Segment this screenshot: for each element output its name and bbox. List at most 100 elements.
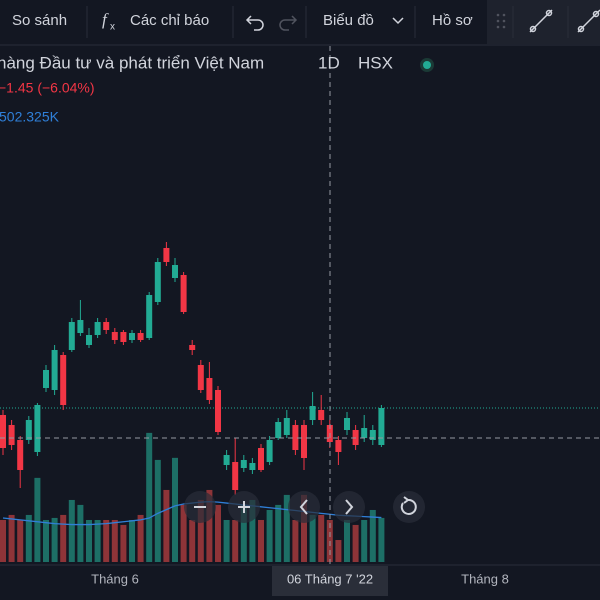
volume-bar xyxy=(154,459,161,562)
volume-bar xyxy=(172,457,178,562)
volume-bar xyxy=(25,514,32,562)
volume-bar xyxy=(361,519,368,562)
volume-bar xyxy=(103,519,110,562)
fx-icon: x xyxy=(110,22,115,33)
volume-bar xyxy=(137,514,144,562)
volume-bar xyxy=(378,517,385,562)
undo-button[interactable] xyxy=(245,15,264,31)
volume-bar xyxy=(275,504,282,562)
crosshair-time-label: 06 Tháng 7 '22 xyxy=(287,571,373,586)
candle-body xyxy=(120,332,127,342)
candle-body xyxy=(292,425,299,450)
candle-body xyxy=(215,390,221,432)
candle-body xyxy=(77,320,84,333)
candle-body xyxy=(249,463,256,470)
trendline-tool[interactable] xyxy=(529,9,553,33)
candle-body xyxy=(223,455,230,465)
zoom-in-button[interactable] xyxy=(228,491,260,523)
time-axis-label: Tháng 6 xyxy=(91,571,139,586)
plot xyxy=(0,242,600,562)
volume-bar xyxy=(352,524,359,562)
candle-body xyxy=(335,440,342,452)
symbol-name: hàng Đầu tư và phát triển Việt Nam xyxy=(0,53,264,72)
candle-body xyxy=(189,345,196,350)
candle-body xyxy=(301,425,307,458)
candle-body xyxy=(51,350,58,390)
candle-body xyxy=(309,406,316,420)
price-change: −1.45 (−6.04%) xyxy=(0,80,95,96)
candle-body xyxy=(60,355,67,405)
exchange: HSX xyxy=(358,53,393,72)
crosshair-label-bg xyxy=(272,566,388,596)
volume-bar xyxy=(17,519,24,562)
candle-body xyxy=(197,365,204,390)
dropdown-icon xyxy=(392,17,404,25)
volume-bar xyxy=(111,519,118,562)
volume-bar xyxy=(197,499,204,562)
candle-body xyxy=(0,415,6,448)
volume-bar xyxy=(258,519,264,562)
drawing-toolbar xyxy=(487,0,600,44)
interval: 1D xyxy=(318,53,340,72)
candle-body xyxy=(94,322,101,335)
volume-bar xyxy=(34,477,41,562)
volume-bar xyxy=(309,514,316,562)
candle-body xyxy=(172,265,178,278)
volume-bar xyxy=(51,517,58,562)
volume-bar xyxy=(146,432,153,562)
volume-ma-value: 502.325K xyxy=(0,109,60,125)
redo-button[interactable] xyxy=(279,15,298,31)
volume-bar xyxy=(318,514,325,562)
volume-bar xyxy=(266,509,273,562)
volume-bar xyxy=(129,519,135,562)
candle-body xyxy=(369,430,376,440)
volume-bar xyxy=(77,504,84,562)
candle-body xyxy=(129,333,135,340)
candle-body xyxy=(283,418,290,435)
volume-bar xyxy=(301,494,307,562)
candle-body xyxy=(232,462,239,490)
chart-type-button[interactable]: Biểu đồ xyxy=(323,12,374,29)
candle-body xyxy=(34,405,41,452)
candle-body xyxy=(111,332,118,340)
candle-body xyxy=(154,262,161,302)
candle-body xyxy=(275,422,282,438)
candle-body xyxy=(378,408,385,445)
volume-bar xyxy=(326,519,333,562)
volume-bar xyxy=(163,489,170,562)
scroll-right-button[interactable] xyxy=(333,491,365,523)
ray-tool[interactable] xyxy=(577,9,600,33)
candle-body xyxy=(206,378,213,400)
indicators-button[interactable]: Các chỉ báo xyxy=(130,12,209,29)
candle-body xyxy=(258,448,264,470)
grip xyxy=(496,13,506,29)
volume-bar xyxy=(43,519,49,562)
volume-bar xyxy=(0,519,6,562)
scroll-left-button[interactable] xyxy=(288,491,320,523)
volume-bar xyxy=(249,499,256,562)
zoom-out-button[interactable] xyxy=(184,491,216,523)
volume-bar xyxy=(223,519,230,562)
volume-bar xyxy=(215,504,221,562)
volume-bar xyxy=(189,519,196,562)
profile-button[interactable]: Hồ sơ xyxy=(432,12,473,29)
candle-body xyxy=(17,440,24,470)
volume-bar xyxy=(94,519,101,562)
candle-body xyxy=(163,248,170,262)
volume-bar xyxy=(283,494,290,562)
candle-body xyxy=(344,418,350,430)
reset-button[interactable] xyxy=(393,491,425,523)
volume-bar xyxy=(232,519,239,562)
candle-body xyxy=(146,295,153,338)
compare-button[interactable]: So sánh xyxy=(12,12,67,29)
candle-body xyxy=(361,428,368,438)
candle-body xyxy=(137,333,144,340)
volume-bar xyxy=(60,514,67,562)
candle-body xyxy=(103,322,110,330)
volume-bar xyxy=(206,489,213,562)
volume-bar xyxy=(344,519,350,562)
volume-bar xyxy=(335,540,342,562)
volume-bar xyxy=(180,504,187,562)
